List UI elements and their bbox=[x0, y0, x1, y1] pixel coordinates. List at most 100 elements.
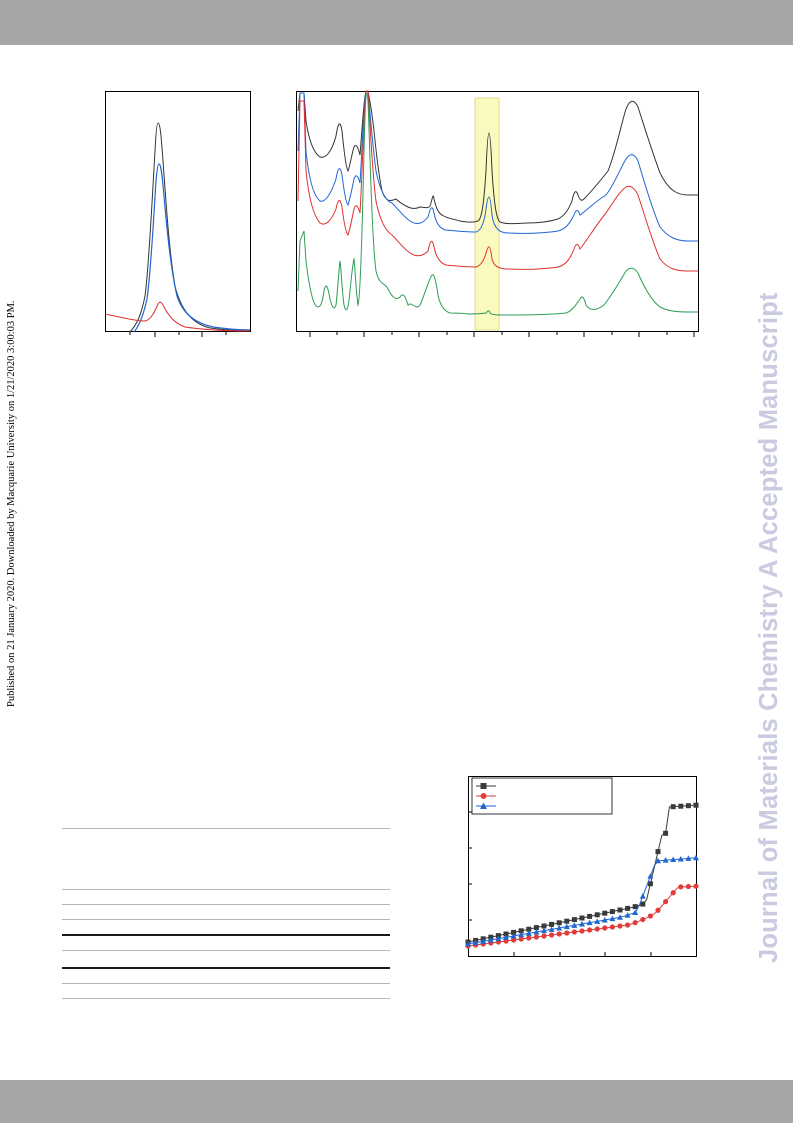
isotherm-point-blue bbox=[670, 856, 677, 863]
isotherm-point-red bbox=[693, 883, 699, 889]
isotherm-point-black bbox=[556, 920, 562, 926]
left-spectrum-black-curve bbox=[129, 122, 251, 333]
isotherm-point-red bbox=[655, 907, 661, 913]
isotherm-point-blue bbox=[480, 938, 487, 944]
isotherm-point-blue bbox=[655, 857, 661, 864]
table-rule bbox=[62, 904, 390, 905]
isotherm-point-red bbox=[625, 922, 631, 928]
isotherm-point-black bbox=[670, 804, 676, 810]
isotherm-point-blue bbox=[579, 921, 585, 927]
isotherm-point-red bbox=[556, 931, 562, 937]
isotherm-point-red bbox=[663, 899, 669, 905]
isotherm-point-blue bbox=[647, 873, 654, 879]
left-spectrum-ticks bbox=[129, 331, 227, 337]
isotherm-point-black bbox=[594, 912, 600, 918]
isotherm-point-black bbox=[503, 931, 509, 937]
isotherm-point-blue bbox=[533, 929, 540, 935]
isotherm-point-blue bbox=[609, 915, 616, 922]
isotherm-point-black bbox=[640, 901, 646, 907]
isotherm-point-red bbox=[511, 937, 517, 943]
isotherm-point-blue bbox=[487, 937, 494, 943]
isotherm-point-blue bbox=[624, 912, 631, 918]
legend-entry-red bbox=[476, 793, 496, 799]
isotherm-point-blue bbox=[571, 922, 578, 928]
left-spectrum-blue-curve bbox=[133, 163, 251, 333]
isotherm-point-red bbox=[647, 913, 653, 919]
isotherm-point-red bbox=[609, 924, 615, 930]
table-rule bbox=[62, 983, 390, 984]
table-rule bbox=[62, 889, 390, 890]
isotherm-point-black bbox=[632, 904, 638, 910]
right-spectrum-red-curve bbox=[297, 90, 698, 272]
isotherm-point-black bbox=[495, 933, 501, 939]
right-spectrum-figure bbox=[296, 90, 699, 337]
isotherm-point-red bbox=[541, 933, 547, 939]
isotherm-point-blue bbox=[685, 855, 692, 861]
isotherm-point-red bbox=[617, 923, 623, 929]
right-spectrum-ticks bbox=[309, 331, 695, 337]
table-rule-top bbox=[62, 828, 390, 829]
isotherm-point-blue bbox=[586, 919, 593, 926]
isotherm-point-blue bbox=[563, 923, 570, 930]
table-rule bbox=[62, 919, 390, 920]
right-spectrum-black-curve bbox=[297, 90, 698, 225]
isotherm-ticks bbox=[468, 811, 652, 956]
right-spectrum-frame bbox=[296, 91, 699, 332]
table-rule-thick bbox=[62, 934, 390, 936]
isotherm-point-black bbox=[647, 881, 653, 887]
isotherm-point-black bbox=[678, 803, 684, 809]
isotherm-point-red bbox=[518, 936, 524, 942]
left-spectrum-figure bbox=[104, 91, 251, 337]
isotherm-point-blue bbox=[632, 909, 639, 915]
isotherm-point-red bbox=[678, 884, 684, 890]
isotherm-point-blue bbox=[677, 855, 684, 862]
isotherm-point-blue bbox=[693, 854, 699, 861]
isotherm-point-blue bbox=[465, 941, 471, 947]
isotherm-point-black bbox=[587, 913, 593, 919]
right-spectrum-blue-curve bbox=[297, 90, 698, 242]
isotherm-point-black bbox=[533, 925, 539, 931]
isotherm-point-blue bbox=[518, 931, 525, 938]
isotherm-point-red bbox=[602, 925, 608, 931]
isotherm-point-black bbox=[541, 923, 547, 929]
isotherm-point-red bbox=[579, 928, 585, 934]
isotherm-point-red bbox=[670, 890, 676, 896]
isotherm-point-blue bbox=[548, 926, 555, 932]
table-rule bbox=[62, 950, 390, 951]
isotherm-point-blue bbox=[525, 930, 532, 936]
isotherm-point-red bbox=[549, 932, 555, 938]
left-spectrum-red-curve bbox=[104, 301, 251, 332]
isotherm-point-black bbox=[602, 910, 608, 916]
isotherm-point-red bbox=[526, 935, 532, 941]
isotherm-point-red bbox=[640, 916, 646, 923]
highlight-band bbox=[474, 97, 500, 331]
isotherm-point-black bbox=[609, 909, 615, 915]
isotherm-point-black bbox=[579, 915, 585, 921]
isotherm-point-red bbox=[685, 883, 691, 890]
right-spectrum-green-curve bbox=[297, 92, 698, 316]
header-band bbox=[0, 0, 793, 45]
isotherm-point-blue bbox=[556, 925, 563, 931]
data-table bbox=[62, 828, 390, 1000]
isotherm-point-red bbox=[594, 926, 600, 932]
isotherm-point-red bbox=[632, 920, 638, 926]
isotherm-frame bbox=[468, 776, 697, 957]
legend-entry-black bbox=[476, 783, 496, 789]
table-rule-bottom bbox=[62, 998, 390, 999]
publication-notice: Published on 21 January 2020. Downloaded… bbox=[6, 300, 17, 707]
isotherm-point-black bbox=[685, 803, 691, 809]
isotherm-point-red bbox=[571, 929, 577, 935]
isotherm-point-blue bbox=[503, 934, 509, 940]
isotherm-point-black bbox=[549, 921, 555, 927]
isotherm-point-blue bbox=[472, 939, 479, 946]
isotherm-point-red bbox=[564, 930, 570, 936]
isotherm-point-blue bbox=[639, 893, 646, 899]
isotherm-point-black bbox=[693, 802, 699, 808]
table-rule-thick bbox=[62, 967, 390, 969]
isotherm-point-blue bbox=[594, 918, 601, 924]
legend-entry-blue bbox=[476, 802, 496, 809]
left-spectrum-frame bbox=[105, 91, 251, 332]
isotherm-point-blue bbox=[541, 927, 547, 934]
isotherm-point-red bbox=[587, 927, 593, 933]
isotherm-point-black bbox=[526, 926, 532, 932]
